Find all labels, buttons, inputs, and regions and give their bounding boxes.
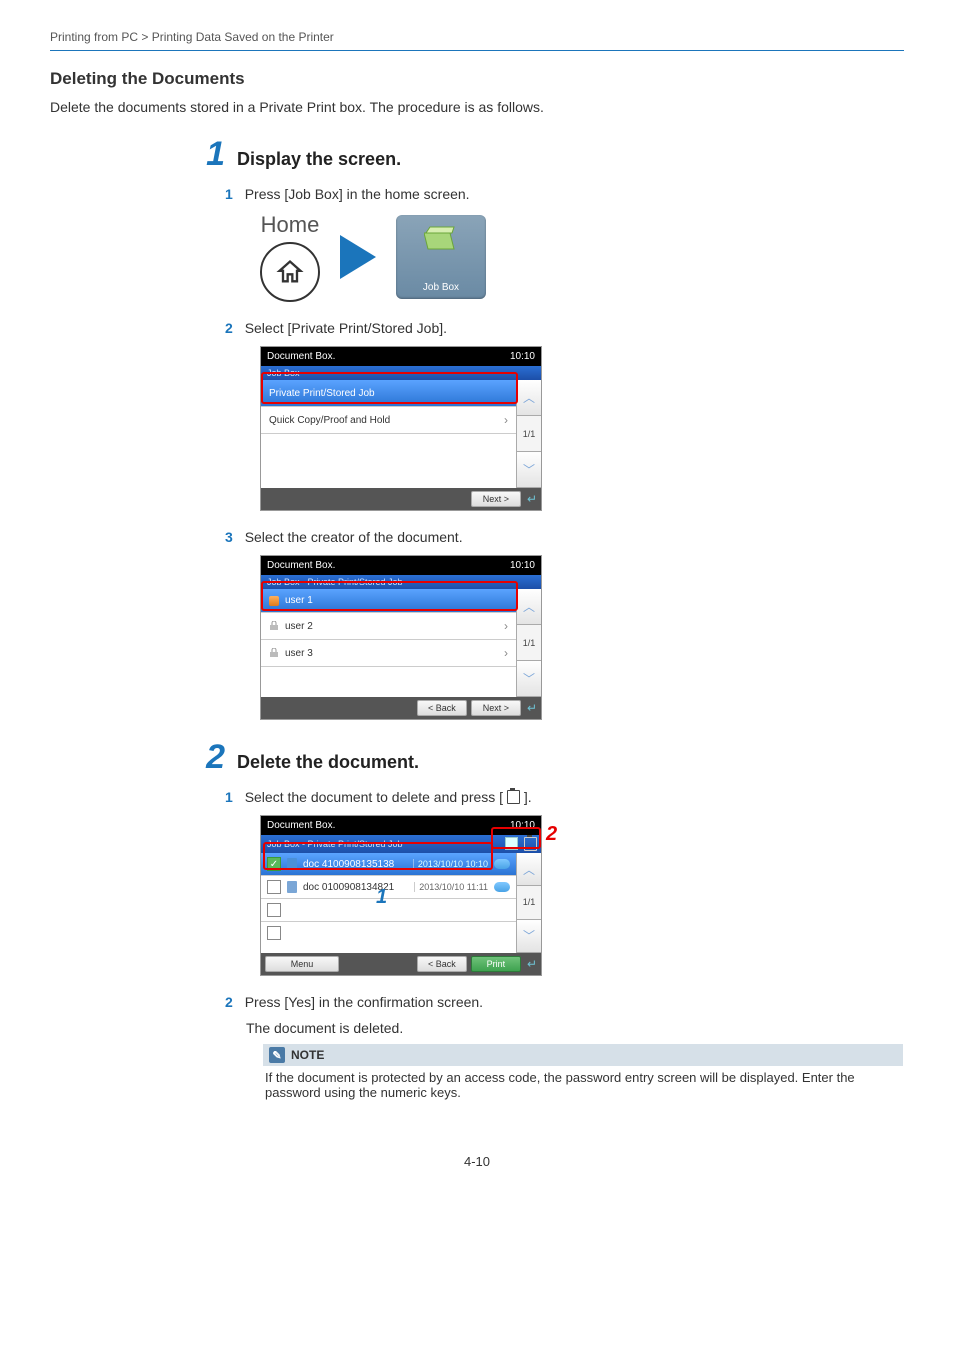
list-item-label: Quick Copy/Proof and Hold — [269, 415, 390, 426]
scroll-down-button[interactable]: ﹀ — [517, 452, 541, 488]
folder-icon — [424, 223, 458, 253]
device-panel-a: Document Box. 10:10 Job Box Private Prin… — [260, 346, 542, 511]
list-item[interactable]: doc 0100908134821 2013/10/10 11:11 — [261, 876, 516, 899]
scroll-down-button[interactable]: ﹀ — [517, 661, 541, 697]
enter-icon: ↵ — [527, 492, 537, 506]
callout-2: 2 — [546, 823, 557, 846]
panel-title: Document Box. — [267, 820, 335, 831]
substep-text: Press [Job Box] in the home screen. — [245, 186, 470, 202]
arrow-icon — [340, 235, 376, 279]
list-item[interactable]: user 1 — [261, 589, 516, 613]
home-label: Home — [260, 212, 320, 238]
substep-text: Select the creator of the document. — [245, 529, 463, 545]
panel-subtitle: Job Box - Private Print/Stored Job — [261, 835, 541, 853]
print-button[interactable]: Print — [471, 956, 521, 972]
device-panel-c: Document Box. 10:10 Job Box - Private Pr… — [260, 815, 542, 976]
list-item-label: Private Print/Stored Job — [269, 388, 375, 399]
status-pill-icon — [494, 859, 510, 869]
callout-1: 1 — [376, 886, 387, 909]
step-number-1: 1 — [185, 135, 225, 174]
menu-button[interactable]: Menu — [265, 956, 339, 972]
scroll-up-button[interactable]: ︿ — [517, 380, 541, 416]
intro-text: Delete the documents stored in a Private… — [50, 99, 904, 115]
step-title-2: Delete the document. — [237, 752, 419, 773]
panel-time: 10:10 — [510, 560, 535, 571]
list-item-label: user 3 — [285, 648, 313, 659]
substep-num: 1 — [225, 186, 233, 202]
doc-date: 2013/10/10 10:10 — [413, 859, 488, 869]
checkbox-icon[interactable]: ✓ — [267, 857, 281, 871]
substep-text-pre: Select the document to delete and press … — [245, 789, 503, 805]
list-item-label: user 2 — [285, 621, 313, 632]
list-item[interactable]: Quick Copy/Proof and Hold › — [261, 407, 516, 434]
list-item[interactable]: user 2 › — [261, 613, 516, 640]
chevron-right-icon: › — [504, 619, 508, 633]
document-icon — [287, 881, 297, 893]
section-title: Deleting the Documents — [50, 69, 904, 89]
list-item[interactable]: ✓ doc 4100908135138 2013/10/10 10:10 — [261, 853, 516, 876]
scroll-up-button[interactable]: ︿ — [517, 589, 541, 625]
jobbox-tile: Job Box — [396, 215, 486, 299]
substep-num: 2 — [225, 994, 233, 1010]
device-panel-b: Document Box. 10:10 Job Box - Private Pr… — [260, 555, 542, 720]
back-button[interactable]: < Back — [417, 700, 467, 716]
scroll-up-button[interactable]: ︿ — [517, 853, 541, 886]
page-number: 4-10 — [50, 1154, 904, 1169]
trash-icon — [507, 790, 520, 804]
next-button[interactable]: Next > — [471, 700, 521, 716]
substep-num: 2 — [225, 320, 233, 336]
doc-date: 2013/10/10 11:11 — [414, 882, 488, 892]
panel-subtitle: Job Box - Private Print/Stored Job — [261, 575, 541, 589]
list-item[interactable] — [261, 922, 516, 944]
checkbox-icon[interactable] — [267, 926, 281, 940]
note-head-label: NOTE — [291, 1048, 324, 1062]
substep-text: Press [Yes] in the confirmation screen. — [245, 994, 483, 1010]
list-item[interactable] — [261, 899, 516, 922]
panel-title: Document Box. — [267, 560, 335, 571]
substep-num: 3 — [225, 529, 233, 545]
chevron-right-icon: › — [504, 413, 508, 427]
step-title-1: Display the screen. — [237, 149, 401, 170]
doc-name: doc 0100908134821 — [303, 882, 408, 893]
checkbox-icon[interactable] — [267, 880, 281, 894]
page-indicator: 1/1 — [517, 625, 541, 661]
lock-icon — [269, 648, 279, 658]
page-indicator: 1/1 — [517, 886, 541, 919]
step-number-2: 2 — [185, 738, 225, 777]
home-nav-graphic: Home Job Box — [260, 212, 904, 302]
substep-num: 1 — [225, 789, 233, 805]
result-text: The document is deleted. — [246, 1020, 904, 1036]
note-box: ✎ NOTE If the document is protected by a… — [263, 1044, 903, 1104]
home-icon — [260, 242, 320, 302]
jobbox-label: Job Box — [423, 282, 459, 293]
chevron-right-icon: › — [504, 646, 508, 660]
lock-icon — [269, 621, 279, 631]
breadcrumb: Printing from PC > Printing Data Saved o… — [50, 30, 904, 44]
enter-icon: ↵ — [527, 701, 537, 715]
panel-subtitle: Job Box — [261, 366, 541, 380]
document-icon — [287, 858, 297, 870]
back-button[interactable]: < Back — [417, 956, 467, 972]
page-indicator: 1/1 — [517, 416, 541, 452]
list-item[interactable]: Private Print/Stored Job — [261, 380, 516, 407]
list-item[interactable]: user 3 › — [261, 640, 516, 667]
panel-title: Document Box. — [267, 351, 335, 362]
divider — [50, 50, 904, 51]
trash-icon[interactable] — [524, 837, 537, 851]
checkbox-icon[interactable] — [267, 903, 281, 917]
panel-time: 10:10 — [510, 351, 535, 362]
note-body: If the document is protected by an acces… — [263, 1066, 903, 1104]
person-icon — [269, 596, 279, 606]
substep-text-post: ]. — [524, 789, 532, 805]
doc-name: doc 4100908135138 — [303, 859, 407, 870]
list-item-label: user 1 — [285, 595, 313, 606]
enter-icon: ↵ — [527, 957, 537, 971]
substep-text: Select [Private Print/Stored Job]. — [245, 320, 447, 336]
note-icon: ✎ — [269, 1047, 285, 1063]
status-pill-icon — [494, 882, 510, 892]
panel-time: 10:10 — [510, 820, 535, 831]
next-button[interactable]: Next > — [471, 491, 521, 507]
scroll-down-button[interactable]: ﹀ — [517, 920, 541, 953]
